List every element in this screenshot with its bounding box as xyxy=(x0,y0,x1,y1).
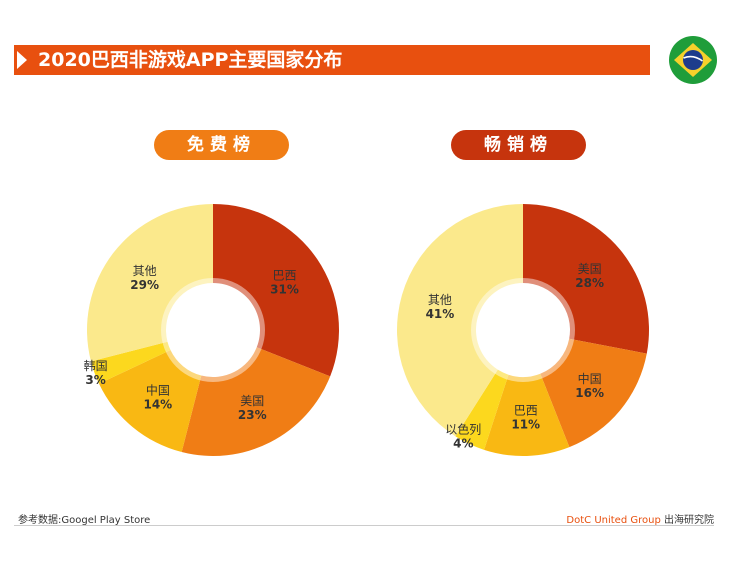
slice-value-4: 29% xyxy=(130,278,159,292)
slice-0 xyxy=(523,204,649,354)
slice-4 xyxy=(86,204,213,362)
slice-label-2: 中国 xyxy=(146,383,170,398)
slice-value-1: 16% xyxy=(575,386,604,400)
donut-inner-halo xyxy=(471,278,575,382)
slice-label-1: 美国 xyxy=(240,394,264,408)
slice-value-3: 3% xyxy=(85,373,105,387)
donut-inner-halo xyxy=(161,278,265,382)
slice-label-0: 巴西 xyxy=(273,268,297,282)
slice-label-0: 美国 xyxy=(578,262,602,276)
footer-source: 参考数据:Googel Play Store xyxy=(18,515,151,526)
sales-chart-title: 畅销榜 xyxy=(451,130,586,160)
slice-label-3: 韩国 xyxy=(84,358,108,373)
slice-3 xyxy=(455,369,509,450)
slice-value-3: 4% xyxy=(453,436,473,450)
slice-label-4: 其他 xyxy=(428,293,452,307)
slice-label-3: 以色列 xyxy=(445,422,481,436)
slice-1 xyxy=(540,338,647,448)
page-title: 2020巴西非游戏APP主要国家分布 xyxy=(38,49,343,71)
flag-blue-globe xyxy=(683,50,703,70)
brazil-flag-icon xyxy=(669,36,717,84)
footer-credit: DotC United Group 出海研究院 xyxy=(566,511,714,526)
flag-band xyxy=(683,55,703,62)
slice-value-0: 31% xyxy=(270,282,299,296)
slice-1 xyxy=(181,347,331,457)
slice-2 xyxy=(98,350,202,453)
slice-label-2: 巴西 xyxy=(514,403,538,417)
slice-4 xyxy=(396,204,523,437)
footer-org: 出海研究院 xyxy=(664,515,714,526)
donut-hole xyxy=(477,284,569,376)
slice-3 xyxy=(90,341,171,384)
slice-value-2: 14% xyxy=(143,398,172,412)
slice-label-4: 其他 xyxy=(133,264,157,278)
slice-2 xyxy=(484,373,570,457)
footer-brand: DotC United Group xyxy=(566,515,661,526)
slice-value-2: 11% xyxy=(511,417,540,431)
slice-value-0: 28% xyxy=(575,276,604,290)
slice-label-1: 中国 xyxy=(578,371,602,386)
slice-0 xyxy=(213,204,340,377)
title-bar xyxy=(14,45,650,75)
free-chart-title: 免费榜 xyxy=(154,130,289,160)
footer-divider xyxy=(14,525,714,526)
slice-value-4: 41% xyxy=(426,307,455,321)
title-arrow-icon xyxy=(17,51,27,69)
slice-value-1: 23% xyxy=(238,408,267,422)
donut-hole xyxy=(167,284,259,376)
